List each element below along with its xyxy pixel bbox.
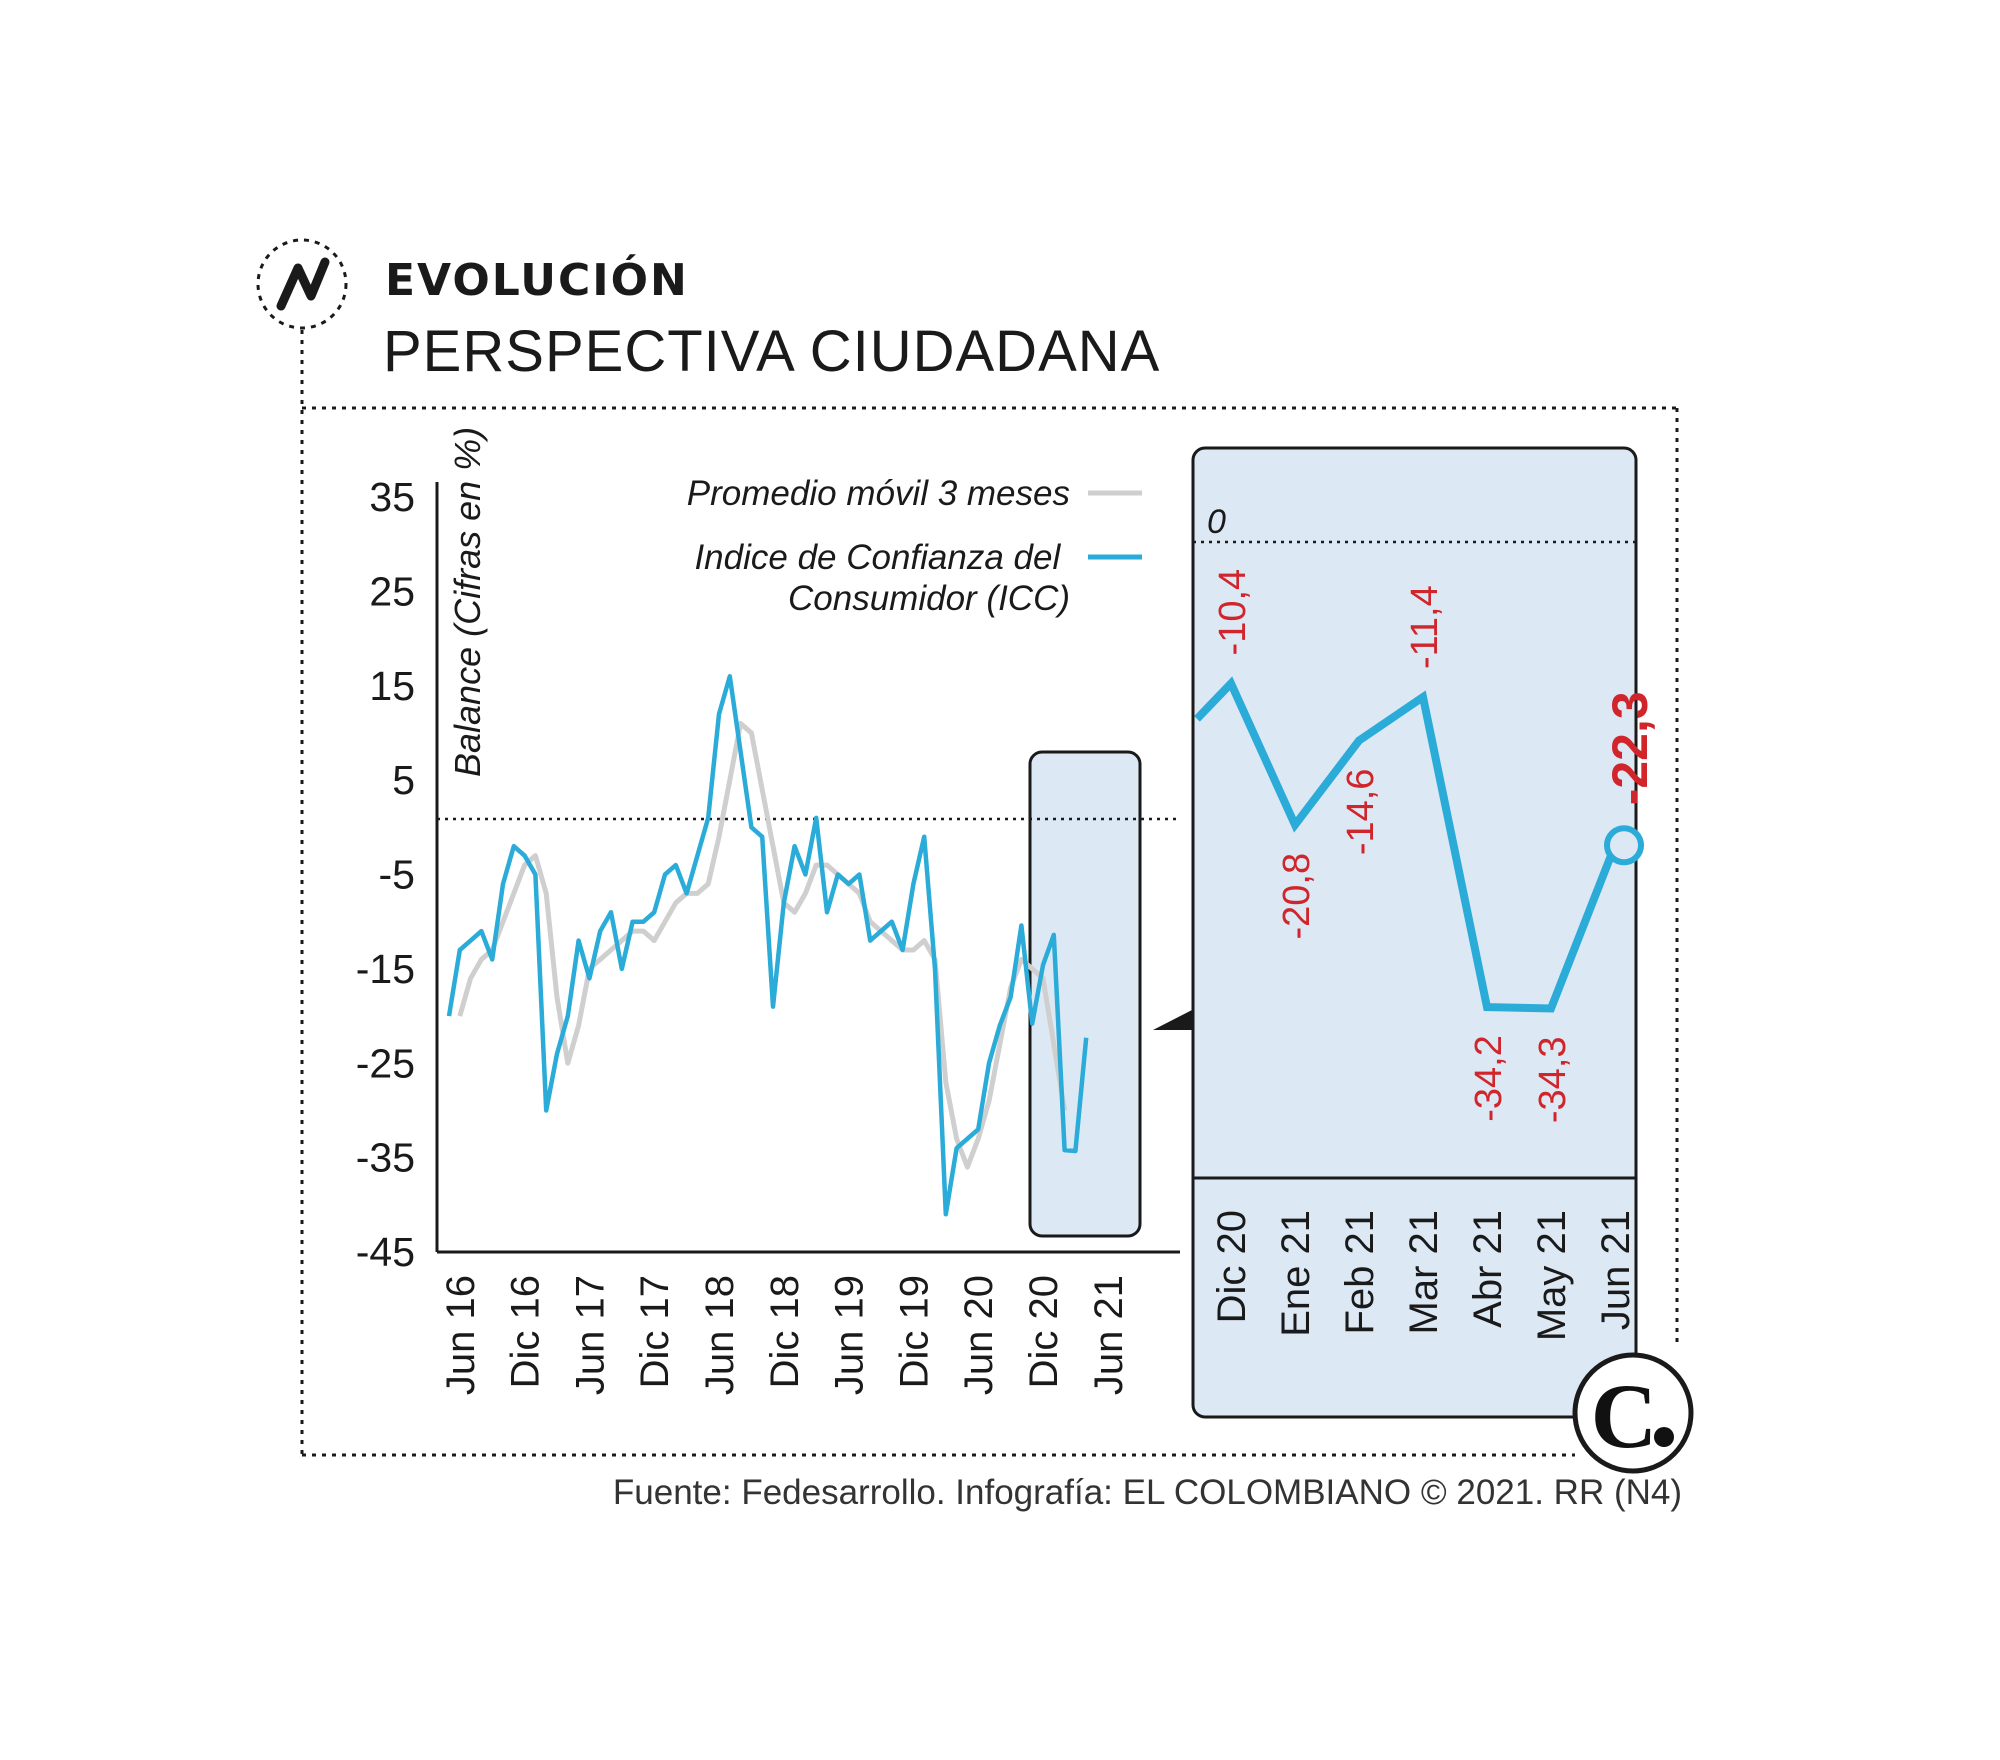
zoom-zero-label: 0 [1207, 503, 1226, 541]
y-tick-label: -15 [356, 946, 415, 992]
chart-frame [300, 330, 1679, 1457]
x-tick-label: Dic 16 [504, 1275, 548, 1388]
main-chart: 35 25 15 5 -5 -15 -25 -35 -45 Jun 16 Dic 16 Jun 17… [356, 427, 1180, 1395]
legend: Promedio móvil 3 meses Indice de Confian… [687, 474, 1142, 618]
legend-label-moving-average: Promedio móvil 3 meses [687, 474, 1070, 513]
zoom-data-label: -11,4 [1404, 585, 1446, 669]
y-tick-label: 25 [369, 568, 415, 614]
y-tick-label: 35 [369, 474, 415, 520]
zoom-x-tick-label: Jun 21 [1594, 1210, 1638, 1330]
svg-text:C: C [1591, 1365, 1657, 1467]
series-line-moving-average [457, 721, 1068, 1170]
el-colombiano-logo: C [1572, 1352, 1694, 1474]
zoom-data-label: -34,2 [1468, 1035, 1510, 1122]
zoom-x-axis-ticks: Dic 20 Ene 21 Feb 21 Mar 21 Abr 21 May 21 Jun … [1210, 1210, 1638, 1341]
x-axis-ticks: Jun 16 Dic 16 Jun 17 Dic 17 Jun 18 Dic 18 Jun … [439, 1275, 1131, 1395]
y-tick-label: -25 [356, 1040, 415, 1086]
chart-title: PERSPECTIVA CIUDADANA [383, 319, 1161, 384]
zoom-panel-background [1191, 446, 1638, 1419]
x-tick-label: Jun 17 [568, 1275, 612, 1395]
trend-line-icon [256, 238, 348, 330]
x-tick-label: Jun 21 [1087, 1275, 1131, 1395]
zoom-x-tick-label: Ene 21 [1274, 1210, 1318, 1337]
y-tick-label: -35 [356, 1135, 415, 1181]
zoom-data-label: -14,6 [1340, 769, 1382, 856]
zoom-x-tick-label: Dic 20 [1210, 1210, 1254, 1323]
section-kicker: EVOLUCIÓN [385, 255, 689, 306]
zoom-data-label: -10,4 [1212, 569, 1254, 656]
zoom-data-label: -34,3 [1532, 1036, 1574, 1123]
zoom-x-tick-label: Abr 21 [1466, 1210, 1510, 1328]
y-tick-label: 15 [369, 663, 415, 709]
legend-label-icc: Indice de Confianza del Consumidor (ICC) [694, 538, 1070, 618]
y-tick-label: 5 [392, 757, 415, 803]
legend-label-icc-line2: Consumidor (ICC) [788, 579, 1070, 618]
y-tick-label: -5 [379, 852, 415, 898]
zoom-data-label: -22,3 [1602, 691, 1658, 805]
zoom-data-labels: -10,4 -20,8 -14,6 -11,4 -34,2 -34,3 -22,3 [1212, 569, 1658, 1123]
zoom-x-tick-label: May 21 [1530, 1210, 1574, 1341]
x-tick-label: Jun 19 [828, 1275, 872, 1395]
legend-label-icc-line1: Indice de Confianza del [694, 538, 1061, 577]
x-tick-label: Jun 20 [957, 1275, 1001, 1395]
x-tick-label: Jun 18 [698, 1275, 742, 1395]
zoom-data-label: -20,8 [1276, 853, 1318, 940]
zoom-x-tick-label: Feb 21 [1338, 1210, 1382, 1335]
y-tick-label: -45 [356, 1229, 415, 1275]
series-line-icc [446, 674, 1089, 1217]
x-tick-label: Dic 19 [892, 1275, 936, 1388]
zoom-panel: 0 -10,4 -20,8 -14,6 -11,4 -34,2 -34,3 -22,3 Di… [1191, 446, 1658, 1419]
y-axis-label: Balance (Cifras en %) [447, 427, 488, 777]
x-tick-label: Dic 20 [1022, 1275, 1066, 1388]
x-tick-label: Jun 16 [439, 1275, 483, 1395]
zoom-endpoint-marker [1604, 825, 1644, 866]
zoom-pointer [1153, 1010, 1192, 1030]
zoom-series-line-icc [1194, 676, 1619, 1013]
source-credit: Fuente: Fedesarrollo. Infografía: EL COL… [612, 1473, 1682, 1512]
x-tick-label: Dic 17 [633, 1275, 677, 1388]
x-tick-label: Dic 18 [763, 1275, 807, 1388]
zoom-x-tick-label: Mar 21 [1402, 1210, 1446, 1335]
y-axis-ticks: 35 25 15 5 -5 -15 -25 -35 -45 [356, 474, 415, 1275]
